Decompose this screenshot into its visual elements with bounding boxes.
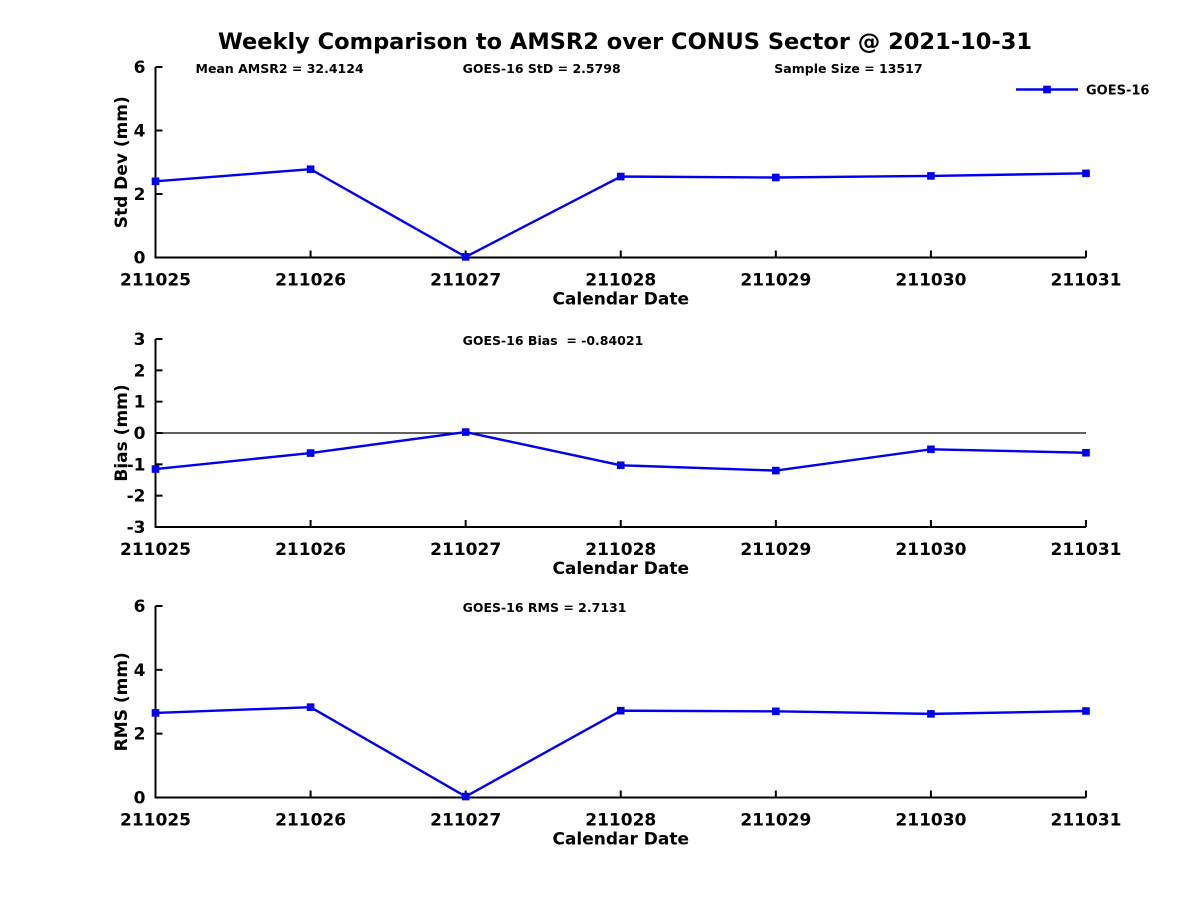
y-tick-label: 6 [134, 58, 146, 78]
y-tick-label: 4 [134, 122, 146, 142]
x-tick-label: 211028 [585, 271, 656, 291]
data-point-marker [461, 792, 470, 801]
y-tick-label: 0 [134, 424, 146, 444]
x-tick-label: 211028 [585, 811, 656, 831]
x-tick-label: 211025 [120, 271, 191, 291]
y-tick-label: 6 [134, 597, 146, 617]
data-point-marker [1082, 169, 1090, 178]
y-axis-title: Bias (mm) [112, 384, 132, 481]
chart-title: Weekly Comparison to AMSR2 over CONUS Se… [217, 29, 1033, 55]
x-axis-title: Calendar Date [552, 830, 689, 850]
y-tick-label: -3 [127, 518, 146, 538]
y-axis-title: RMS (mm) [112, 652, 132, 751]
x-axis-title: Calendar Date [552, 559, 689, 579]
x-tick-label: 211030 [895, 271, 966, 291]
data-point-marker [306, 703, 315, 711]
x-tick-label: 211028 [585, 540, 656, 560]
x-tick-label: 211026 [275, 811, 346, 831]
header-note: GOES-16 RMS = 2.7131 [463, 600, 627, 615]
data-point-marker [1082, 707, 1090, 715]
x-tick-label: 211027 [430, 811, 501, 831]
data-point-marker [461, 428, 470, 436]
y-tick-label: 3 [134, 330, 146, 350]
data-point-marker [927, 710, 935, 718]
x-tick-label: 211029 [740, 811, 811, 831]
y-tick-label: 4 [134, 661, 146, 681]
y-tick-label: 0 [134, 249, 146, 269]
data-point-marker [461, 253, 470, 261]
x-tick-label: 211026 [275, 540, 346, 560]
y-axis-title: Std Dev (mm) [112, 96, 132, 228]
x-tick-label: 211025 [120, 811, 191, 831]
y-tick-label: 2 [134, 185, 146, 205]
x-axis-title: Calendar Date [552, 290, 689, 310]
x-tick-label: 211025 [120, 540, 191, 560]
data-point-marker [927, 172, 935, 180]
data-point-marker [616, 461, 625, 470]
y-tick-label: 1 [134, 393, 146, 413]
data-point-marker [772, 173, 780, 182]
subplot-bias: -3 -2 -1 0 1 2 3 211025 211026 211027 211028 211029… [112, 330, 1121, 579]
data-point-marker [151, 177, 160, 186]
series-line [155, 168, 1087, 259]
data-point-marker [151, 465, 160, 473]
series-line [155, 705, 1087, 798]
data-point-marker [1082, 448, 1090, 457]
data-point-marker [772, 707, 780, 716]
x-tick-label: 211029 [740, 540, 811, 560]
subplot-rms: 0 2 4 6 211025 211026 211027 211028 211029 211030… [112, 597, 1121, 850]
data-point-marker [772, 466, 780, 475]
y-tick-label: 2 [134, 725, 146, 745]
x-tick-label: 211027 [430, 271, 501, 291]
x-tick-label: 211030 [895, 811, 966, 831]
data-point-marker [616, 172, 625, 181]
data-point-marker [306, 449, 315, 457]
subplot-stddev: 0 2 4 6 211025 211026 211027 211028 211029 211030… [112, 58, 1149, 310]
header-note: GOES-16 Bias = -0.84021 [463, 333, 644, 348]
legend-label: GOES-16 [1086, 84, 1149, 99]
data-point-marker [927, 445, 935, 454]
x-tick-label: 211031 [1051, 271, 1122, 291]
x-tick-label: 211031 [1051, 811, 1122, 831]
x-tick-label: 211026 [275, 271, 346, 291]
y-tick-label: 0 [134, 789, 146, 809]
data-point-marker [151, 709, 160, 717]
header-note: Mean AMSR2 = 32.4124 [196, 61, 364, 76]
header-note: Sample Size = 13517 [774, 61, 922, 76]
x-tick-label: 211031 [1051, 540, 1122, 560]
y-tick-label: 2 [134, 361, 146, 381]
legend-marker [1043, 85, 1051, 94]
y-tick-label: -2 [127, 487, 146, 507]
y-tick-label: -1 [127, 455, 146, 475]
x-tick-label: 211029 [740, 271, 811, 291]
data-point-marker [616, 706, 625, 715]
data-point-marker [306, 165, 315, 174]
x-tick-label: 211030 [895, 540, 966, 560]
header-note: GOES-16 StD = 2.5798 [463, 61, 621, 76]
x-tick-label: 211027 [430, 540, 501, 560]
